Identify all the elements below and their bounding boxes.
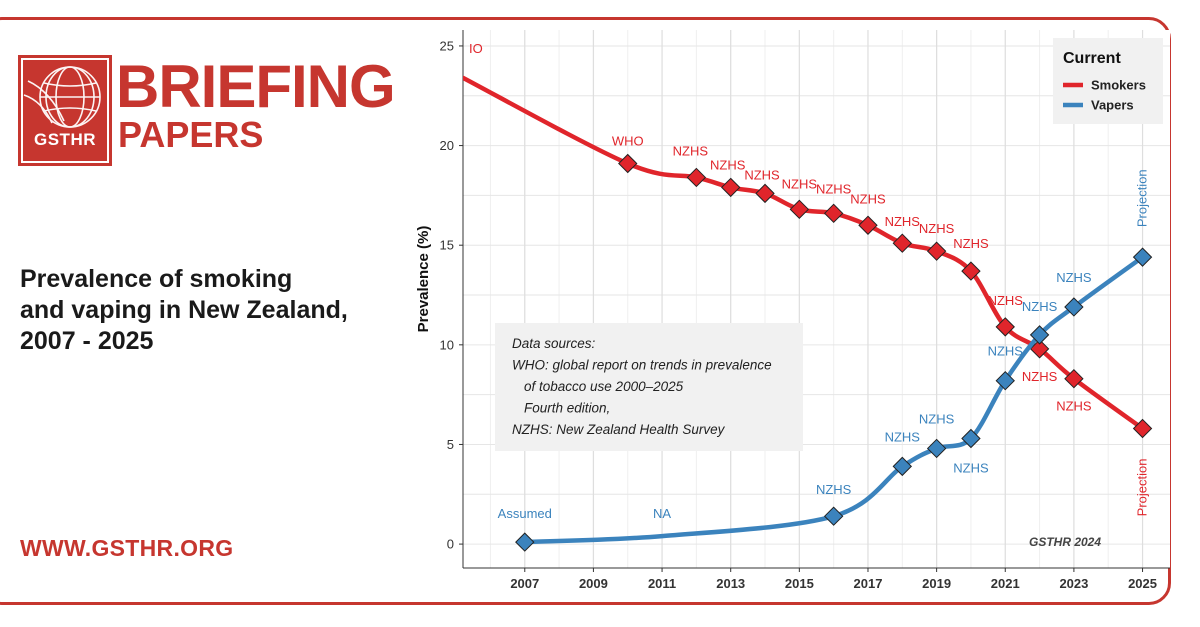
x-tick-label: 2025 bbox=[1128, 576, 1157, 591]
data-label-smokers: WHO bbox=[612, 134, 644, 149]
plot-area bbox=[463, 30, 1170, 568]
data-label-smokers: NZHS bbox=[744, 167, 780, 182]
y-tick-label: 5 bbox=[447, 437, 454, 452]
brand-title-line1: BRIEFING bbox=[116, 53, 396, 120]
data-label-smokers: NZHS bbox=[782, 176, 818, 191]
legend-label-smokers: Smokers bbox=[1091, 78, 1146, 93]
data-point-smokers bbox=[823, 203, 844, 224]
y-tick-label: 20 bbox=[440, 138, 454, 153]
headline-line3: 2007 - 2025 bbox=[20, 327, 154, 355]
data-point-vapers bbox=[995, 370, 1015, 391]
x-tick-label: 2011 bbox=[648, 576, 676, 591]
data-point-smokers bbox=[686, 167, 707, 188]
data-point-smokers bbox=[1064, 368, 1084, 389]
data-label-smokers: Projection bbox=[1135, 459, 1150, 517]
data-label-vapers: NZHS bbox=[953, 460, 989, 475]
data-label-vapers: Assumed bbox=[498, 506, 552, 521]
data-point-vapers bbox=[1064, 297, 1084, 317]
gsthr-logo: GSTHR bbox=[18, 55, 112, 166]
data-point-vapers bbox=[515, 532, 535, 552]
y-tick-label: 15 bbox=[440, 238, 454, 253]
data-point-vapers bbox=[926, 438, 947, 459]
data-point-vapers bbox=[1029, 325, 1050, 345]
data-point-vapers bbox=[1132, 247, 1153, 267]
data-sources-line: NZHS: New Zealand Health Survey bbox=[512, 422, 726, 437]
x-tick-label: 2019 bbox=[922, 576, 951, 591]
data-point-vapers bbox=[892, 456, 913, 477]
data-label-smokers: IO bbox=[469, 41, 483, 56]
data-label-smokers: NZHS bbox=[885, 214, 921, 229]
data-label-vapers: NZHS bbox=[1056, 270, 1092, 285]
data-point-smokers bbox=[1029, 339, 1050, 359]
headline: Prevalence of smoking and vaping in New … bbox=[20, 264, 400, 357]
data-point-smokers bbox=[1132, 418, 1153, 439]
data-label-vapers: Projection bbox=[1135, 169, 1150, 227]
x-tick-label: 2009 bbox=[579, 576, 608, 591]
data-label-vapers: NZHS bbox=[816, 482, 852, 497]
data-point-smokers bbox=[961, 261, 981, 281]
data-point-vapers bbox=[961, 428, 981, 449]
data-label-smokers: NZHS bbox=[1022, 369, 1058, 384]
credit-text: GSTHR 2024 bbox=[1029, 535, 1101, 549]
data-label-smokers: NZHS bbox=[1056, 399, 1092, 414]
data-label-smokers: NZHS bbox=[816, 181, 852, 196]
y-axis-label: Prevalence (%) bbox=[415, 226, 432, 333]
data-label-smokers: NZHS bbox=[919, 221, 955, 236]
headline-line1: Prevalence of smoking bbox=[20, 265, 293, 293]
x-tick-label: 2021 bbox=[991, 576, 1020, 591]
brand-title-line2: PAPERS bbox=[118, 114, 264, 155]
data-label-smokers: NZHS bbox=[988, 293, 1024, 308]
data-point-smokers bbox=[618, 153, 638, 174]
data-sources-line: WHO: global report on trends in prevalen… bbox=[512, 358, 772, 373]
y-tick-label: 25 bbox=[440, 38, 454, 53]
data-label-smokers: NZHS bbox=[953, 236, 989, 251]
data-sources-box bbox=[495, 323, 803, 451]
data-label-vapers: NA bbox=[653, 506, 671, 521]
x-tick-label: 2015 bbox=[785, 576, 814, 591]
legend-box bbox=[1053, 38, 1163, 124]
data-point-smokers bbox=[892, 233, 913, 253]
data-sources-line: of tobacco use 2000–2025 bbox=[524, 379, 684, 394]
x-tick-label: 2017 bbox=[854, 576, 883, 591]
data-label-smokers: NZHS bbox=[710, 157, 746, 172]
data-label-smokers: NZHS bbox=[850, 191, 886, 206]
data-point-smokers bbox=[720, 177, 741, 198]
x-tick-label: 2013 bbox=[716, 576, 745, 591]
data-label-vapers: NZHS bbox=[988, 344, 1024, 359]
data-sources-line: Fourth edition, bbox=[524, 401, 610, 416]
y-tick-label: 0 bbox=[447, 537, 454, 552]
logo-text: GSTHR bbox=[34, 130, 96, 149]
data-label-vapers: NZHS bbox=[885, 429, 921, 444]
data-label-vapers: NZHS bbox=[919, 411, 955, 426]
data-label-vapers: NZHS bbox=[1022, 299, 1058, 314]
data-label-smokers: NZHS bbox=[673, 143, 709, 158]
headline-line2: and vaping in New Zealand, bbox=[20, 296, 348, 324]
data-point-smokers bbox=[858, 215, 878, 235]
data-point-vapers bbox=[823, 506, 844, 526]
website-url[interactable]: WWW.GSTHR.ORG bbox=[20, 535, 234, 561]
legend-title: Current bbox=[1063, 50, 1121, 67]
x-tick-label: 2007 bbox=[510, 576, 539, 591]
data-point-smokers bbox=[789, 199, 810, 220]
globe-icon bbox=[23, 66, 101, 128]
data-point-smokers bbox=[995, 317, 1015, 337]
data-point-smokers bbox=[926, 241, 947, 261]
y-tick-label: 10 bbox=[440, 337, 454, 352]
data-point-smokers bbox=[755, 183, 775, 204]
x-tick-label: 2023 bbox=[1059, 576, 1088, 591]
data-sources-line: Data sources: bbox=[512, 336, 596, 351]
legend-label-vapers: Vapers bbox=[1091, 98, 1134, 113]
